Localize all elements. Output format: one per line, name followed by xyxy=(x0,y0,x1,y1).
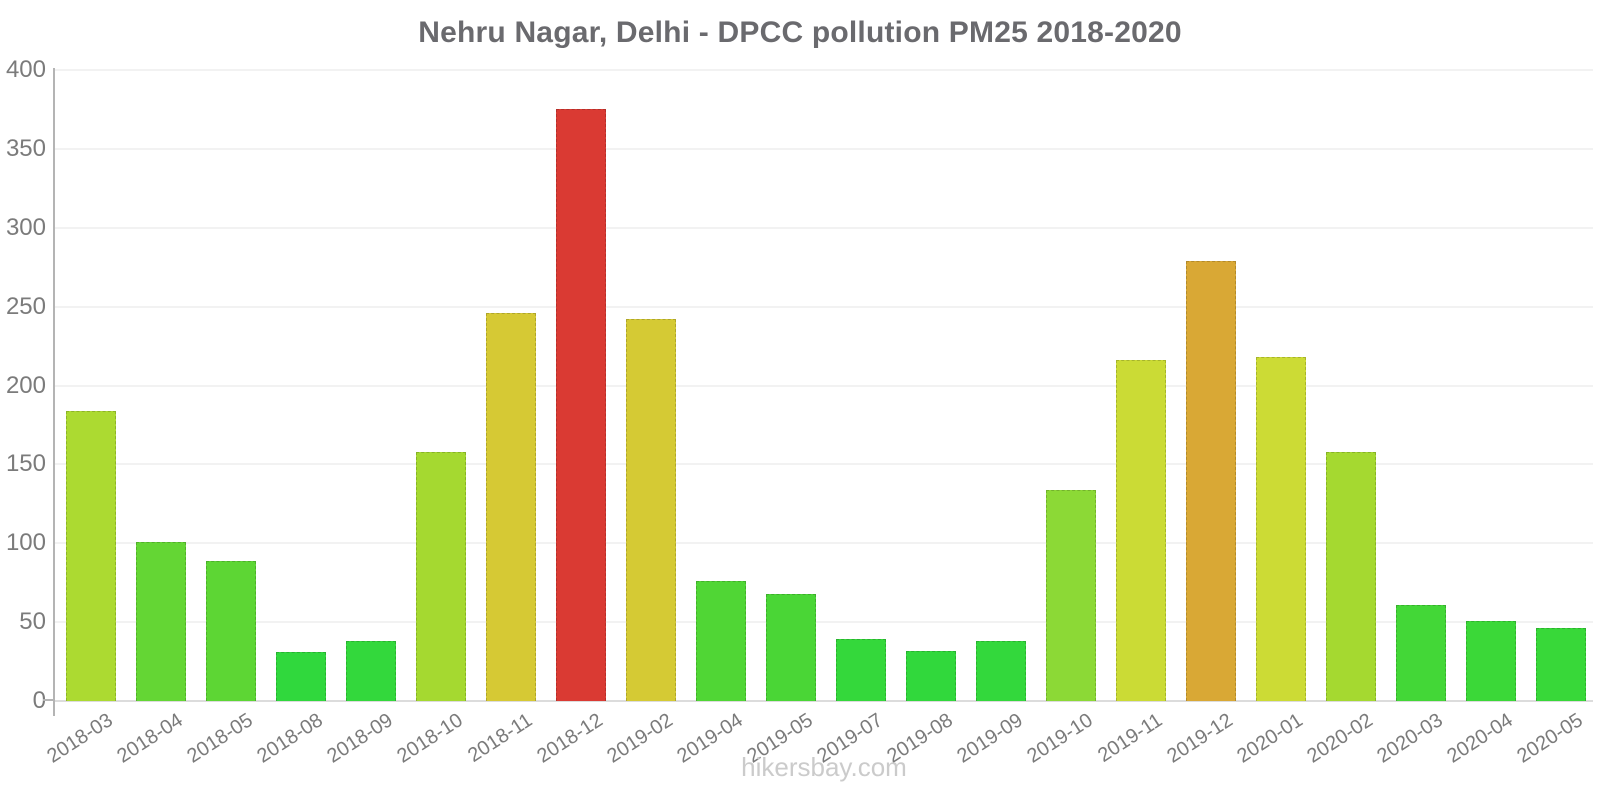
gridline xyxy=(55,305,1593,308)
y-axis-tick-label: 250 xyxy=(5,292,46,320)
y-axis-line xyxy=(53,68,55,716)
bar-2020-03[interactable] xyxy=(1396,605,1446,701)
bar-2018-04[interactable] xyxy=(136,542,186,701)
bar-2019-12[interactable] xyxy=(1186,261,1236,701)
bar-2019-02[interactable] xyxy=(626,319,676,701)
bar-2018-08[interactable] xyxy=(276,652,326,701)
y-axis-tick-label: 300 xyxy=(5,213,46,241)
bar-2018-05[interactable] xyxy=(206,561,256,701)
y-axis-tick-label: 50 xyxy=(19,608,46,636)
y-axis-tick-label: 200 xyxy=(5,371,46,399)
bar-2019-09[interactable] xyxy=(976,641,1026,701)
bar-2020-02[interactable] xyxy=(1326,452,1376,701)
y-axis-tick-label: 0 xyxy=(32,687,46,714)
gridline xyxy=(55,147,1593,150)
y-axis-tick-label: 350 xyxy=(5,134,46,162)
watermark-text: hikersbay.com xyxy=(741,752,907,782)
gridline xyxy=(55,69,1593,71)
x-axis-line xyxy=(55,700,1593,702)
bar-2020-05[interactable] xyxy=(1536,628,1586,701)
chart-title: Nehru Nagar, Delhi - DPCC pollution PM25… xyxy=(418,16,1182,49)
bar-2018-10[interactable] xyxy=(416,452,466,701)
bar-2020-04[interactable] xyxy=(1466,621,1516,701)
bar-2018-11[interactable] xyxy=(486,313,536,701)
y-axis-tick-label: 150 xyxy=(5,450,46,478)
bar-2018-03[interactable] xyxy=(66,411,116,701)
bar-2019-11[interactable] xyxy=(1116,360,1166,701)
bar-2020-01[interactable] xyxy=(1256,357,1306,701)
bar-2018-09[interactable] xyxy=(346,641,396,701)
gridline xyxy=(55,226,1593,229)
zero-axis-tick xyxy=(43,699,55,701)
bar-2018-12[interactable] xyxy=(556,109,606,701)
bar-2019-04[interactable] xyxy=(696,581,746,701)
bar-2019-08[interactable] xyxy=(906,651,956,701)
bar-2019-10[interactable] xyxy=(1046,490,1096,701)
gridline xyxy=(55,384,1593,387)
bar-2019-05[interactable] xyxy=(766,594,816,701)
bar-2019-07[interactable] xyxy=(836,639,886,701)
y-axis-tick-label: 100 xyxy=(5,529,46,557)
y-axis-tick-label: 400 xyxy=(5,56,46,83)
